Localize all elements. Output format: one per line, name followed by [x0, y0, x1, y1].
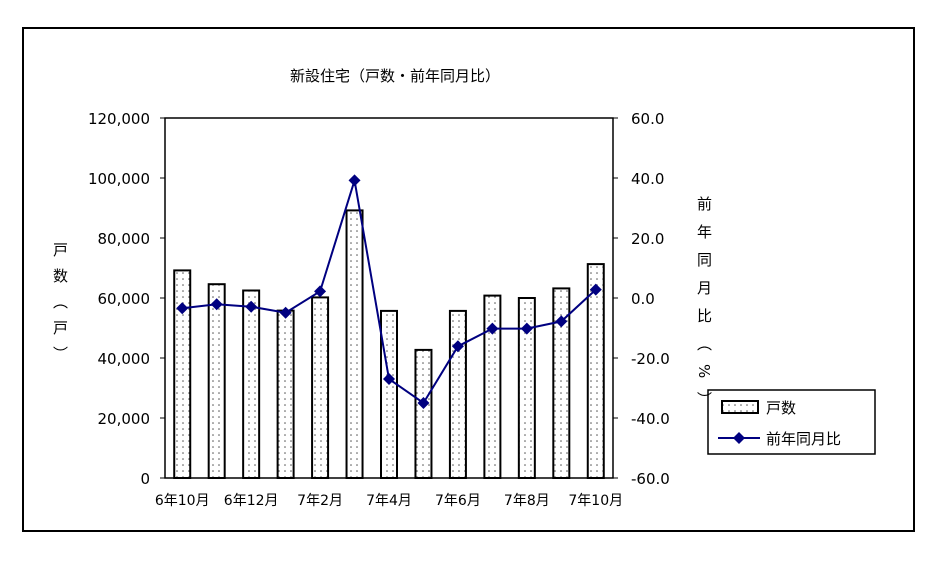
x-tick-label: 7年4月	[366, 493, 412, 509]
y2-tick-label: 20.0	[631, 230, 664, 248]
y2-tick-label: 0.0	[631, 290, 655, 308]
bar	[552, 287, 571, 479]
y2-tick-label: 60.0	[631, 110, 664, 128]
line-point	[348, 174, 361, 187]
legend-marker	[733, 432, 745, 444]
x-tick-label: 7年8月	[504, 493, 550, 509]
x-tick-label: 6年10月	[155, 493, 210, 509]
y2-tick-label: -20.0	[631, 350, 670, 368]
y-axis-label: 戸数（戸）	[51, 242, 69, 372]
bar	[483, 294, 502, 479]
chart-frame	[22, 27, 915, 532]
y2-tick-label: -40.0	[631, 410, 670, 428]
bar	[586, 263, 605, 479]
line-point	[451, 340, 464, 353]
y-tick-label: 120,000	[88, 110, 150, 128]
x-tick-label: 6年12月	[224, 493, 279, 509]
line-point	[555, 315, 568, 328]
bar	[414, 348, 433, 479]
y-tick-label: 60,000	[98, 290, 151, 308]
y2-tick-label: 40.0	[631, 170, 664, 188]
y2-tick-label: -60.0	[631, 470, 670, 488]
line-point	[520, 322, 533, 335]
y-tick-label: 100,000	[88, 170, 150, 188]
legend-bar-swatch	[721, 400, 759, 414]
bar	[173, 269, 192, 479]
bar	[448, 309, 467, 479]
y-tick-label: 40,000	[98, 350, 151, 368]
legend-label: 戸数	[766, 399, 796, 417]
line-point	[210, 298, 223, 311]
line-point	[279, 306, 292, 319]
bar	[380, 309, 398, 479]
line-point	[589, 283, 602, 296]
bar	[242, 289, 261, 479]
bar	[276, 309, 295, 479]
line-point	[176, 302, 189, 315]
y-tick-label: 80,000	[98, 230, 151, 248]
y-tick-label: 20,000	[98, 410, 151, 428]
y-tick-label: 0	[140, 470, 150, 488]
chart-title: 新設住宅（戸数・前年同月比）	[290, 67, 500, 85]
y2-axis-label: 前年同月比（%）	[695, 196, 713, 420]
line-point	[245, 300, 258, 313]
line-point	[314, 285, 327, 298]
bar	[517, 297, 536, 479]
x-tick-label: 7年10月	[568, 493, 623, 509]
bar	[345, 209, 364, 479]
bar	[207, 283, 226, 480]
bar	[311, 296, 330, 479]
line-point	[383, 373, 395, 385]
x-tick-label: 7年2月	[297, 493, 343, 509]
x-tick-label: 7年6月	[435, 493, 481, 509]
legend-label: 前年同月比	[766, 430, 841, 448]
line-point	[417, 397, 430, 409]
line-point	[486, 322, 499, 335]
